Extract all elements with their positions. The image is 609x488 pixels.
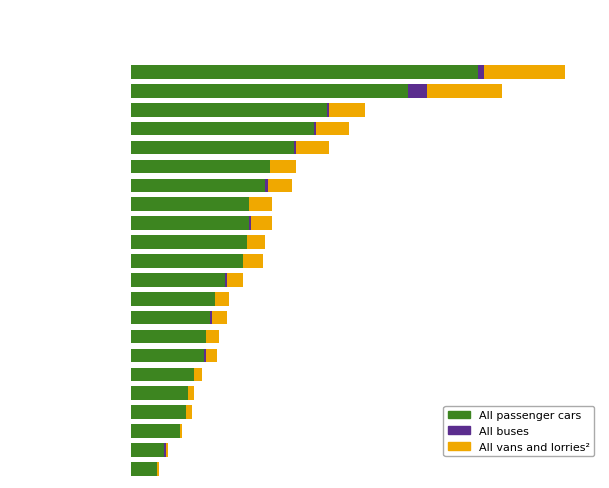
Bar — [314, 122, 317, 136]
Bar — [206, 330, 219, 344]
Bar — [131, 66, 477, 80]
Bar — [408, 85, 426, 99]
Bar — [131, 443, 164, 457]
Bar — [206, 349, 217, 363]
Bar — [213, 311, 227, 325]
Bar — [131, 349, 205, 363]
Bar — [188, 386, 194, 400]
Bar — [186, 406, 192, 419]
Bar — [326, 104, 329, 117]
Bar — [225, 273, 227, 287]
Bar — [243, 255, 264, 268]
Bar — [477, 66, 484, 80]
Bar — [131, 104, 326, 117]
Bar — [252, 217, 272, 230]
Bar — [131, 85, 408, 99]
Bar — [205, 349, 206, 363]
Bar — [131, 292, 214, 306]
Bar — [166, 443, 167, 457]
Bar — [131, 424, 180, 438]
Bar — [131, 406, 186, 419]
Legend: All passenger cars, All buses, All vans and lorries²: All passenger cars, All buses, All vans … — [443, 406, 594, 456]
Bar — [329, 104, 365, 117]
Bar — [131, 217, 249, 230]
Bar — [131, 161, 270, 174]
Bar — [164, 443, 166, 457]
Bar — [249, 198, 272, 212]
Bar — [227, 273, 243, 287]
Bar — [266, 179, 267, 193]
Bar — [317, 122, 349, 136]
Bar — [214, 292, 229, 306]
Bar — [296, 142, 329, 155]
Bar — [131, 462, 158, 476]
Bar — [194, 368, 202, 381]
Bar — [131, 179, 266, 193]
Bar — [131, 255, 243, 268]
Bar — [426, 85, 502, 99]
Bar — [158, 462, 159, 476]
Bar — [247, 236, 266, 249]
Bar — [131, 311, 211, 325]
Bar — [180, 424, 182, 438]
Bar — [131, 122, 314, 136]
Bar — [131, 198, 249, 212]
Bar — [249, 217, 252, 230]
Bar — [294, 142, 296, 155]
Bar — [131, 386, 188, 400]
Bar — [131, 368, 194, 381]
Bar — [484, 66, 565, 80]
Bar — [131, 330, 206, 344]
Bar — [131, 142, 294, 155]
Bar — [270, 161, 296, 174]
Bar — [211, 311, 213, 325]
Bar — [131, 236, 247, 249]
Bar — [267, 179, 292, 193]
Bar — [131, 273, 225, 287]
